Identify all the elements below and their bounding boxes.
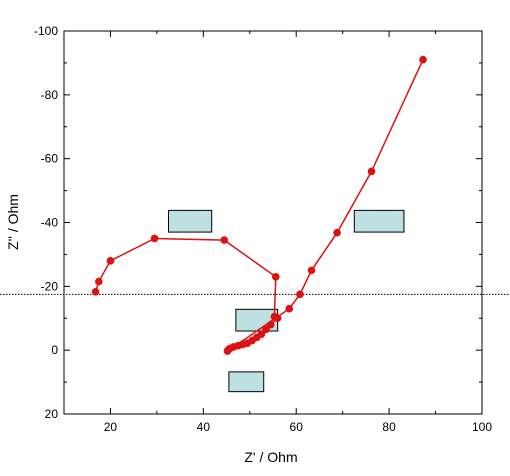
data-point [266, 320, 275, 329]
series-line [94, 59, 424, 352]
y-tick-label: -40 [41, 216, 59, 230]
x-tick-label: 60 [290, 420, 304, 434]
annotation-box [228, 371, 265, 393]
data-point [367, 167, 376, 176]
data-point [91, 287, 100, 296]
x-axis-title: Z' / Ohm [244, 449, 297, 465]
y-tick-label: -100 [34, 24, 58, 38]
data-point [273, 314, 282, 323]
y-tick-label: 0 [51, 343, 58, 357]
x-tick-label: 20 [104, 420, 118, 434]
data-point [150, 234, 159, 243]
data-point [106, 257, 115, 265]
x-tick-label: 40 [197, 420, 211, 434]
y-tick-label: 20 [45, 407, 59, 421]
annotation-box [353, 209, 405, 233]
x-tick-label: 100 [472, 420, 492, 434]
annotation-box [168, 209, 213, 233]
data-point [296, 290, 304, 299]
x-tick-label: 80 [382, 420, 396, 434]
plot-frame [63, 30, 483, 415]
data-point [95, 277, 103, 286]
tick-labels: 20 40 60 80 100 20 0 -20 -40 -60 -80 -100 [34, 24, 492, 434]
y-tick-label: -20 [41, 279, 59, 293]
axis-ticks [63, 30, 483, 415]
data-point [220, 236, 229, 244]
data-point [262, 325, 270, 334]
annotation-boxes [168, 209, 405, 393]
data-point [307, 266, 316, 275]
data-point [333, 228, 341, 237]
data-series [91, 55, 427, 355]
data-point [223, 347, 232, 355]
y-tick-label: -60 [41, 152, 59, 166]
data-point [271, 272, 280, 281]
y-axis-title: Z'' / Ohm [5, 194, 21, 250]
data-point [285, 304, 294, 313]
data-point [419, 55, 427, 64]
y-tick-label: -80 [41, 88, 59, 102]
